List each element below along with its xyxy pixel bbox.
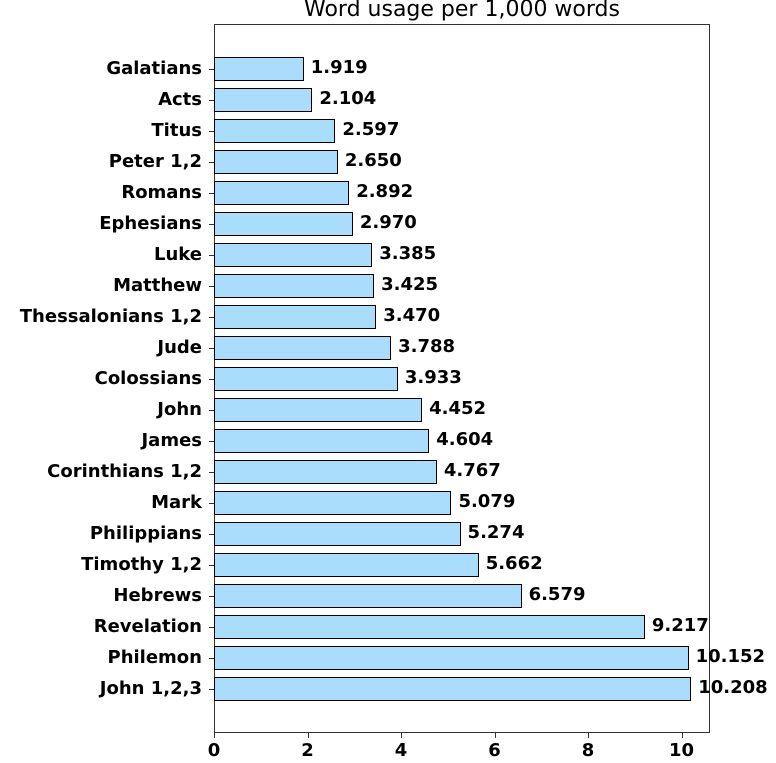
y-tick — [209, 658, 214, 659]
value-label: 2.650 — [344, 150, 402, 171]
x-tick-label: 8 — [581, 740, 595, 761]
value-label: 10.208 — [698, 677, 768, 698]
bar — [214, 646, 689, 670]
bar — [214, 88, 313, 112]
bar — [214, 181, 350, 205]
x-tick — [214, 733, 215, 738]
value-label: 4.767 — [443, 460, 501, 481]
category-label: Timothy 1,2 — [81, 554, 202, 575]
category-label: Mark — [151, 492, 202, 513]
category-label: Matthew — [113, 275, 202, 296]
bar — [214, 615, 645, 639]
category-label: Ephesians — [99, 213, 202, 234]
category-label: Corinthians 1,2 — [47, 461, 202, 482]
x-tick — [588, 733, 589, 738]
bar — [214, 57, 304, 81]
x-tick-label: 2 — [301, 740, 314, 761]
bar — [214, 212, 353, 236]
value-label: 2.597 — [342, 119, 400, 140]
category-label: Colossians — [94, 368, 202, 389]
bar — [214, 305, 377, 329]
x-tick-label: 6 — [488, 740, 501, 761]
category-label: Romans — [121, 182, 202, 203]
value-label: 10.152 — [695, 646, 766, 667]
y-tick — [209, 565, 214, 566]
x-tick — [681, 733, 683, 738]
bar — [214, 367, 398, 391]
category-label: Revelation — [93, 616, 202, 637]
x-tick-label: 4 — [394, 740, 408, 761]
value-label: 5.079 — [458, 491, 516, 512]
bar — [214, 584, 522, 608]
value-label: 1.919 — [310, 57, 368, 78]
value-label: 3.933 — [404, 367, 462, 388]
value-label: 2.104 — [319, 88, 377, 109]
y-tick — [209, 596, 214, 597]
category-label: Titus — [151, 120, 202, 141]
y-tick — [209, 503, 214, 504]
y-tick — [209, 224, 214, 225]
category-label: Galatians — [106, 58, 202, 79]
y-tick — [209, 472, 214, 473]
y-tick — [209, 131, 214, 132]
value-label: 6.579 — [528, 584, 586, 605]
y-tick — [209, 627, 214, 628]
bar — [214, 150, 338, 174]
bar — [214, 553, 479, 577]
x-tick-label: 0 — [207, 740, 221, 761]
bar — [214, 522, 461, 546]
category-label: Hebrews — [113, 585, 202, 606]
bar — [214, 677, 692, 701]
category-label: Jude — [157, 337, 202, 358]
y-tick — [209, 348, 214, 349]
value-label: 4.452 — [429, 398, 487, 419]
value-label: 3.470 — [383, 305, 441, 326]
value-label: 3.385 — [379, 243, 437, 264]
value-label: 3.788 — [398, 336, 456, 357]
value-label: 5.662 — [485, 553, 543, 574]
y-tick — [209, 689, 214, 690]
y-tick — [209, 379, 214, 380]
value-label: 4.604 — [436, 429, 494, 450]
y-tick — [209, 410, 214, 411]
chart-title: Word usage per 1,000 words — [304, 0, 620, 22]
value-label: 9.217 — [651, 615, 709, 636]
value-label: 3.425 — [381, 274, 439, 295]
category-label: Philemon — [107, 647, 203, 668]
category-label: Thessalonians 1,2 — [19, 306, 202, 327]
category-label: John — [157, 399, 202, 420]
category-label: Philippians — [89, 523, 202, 544]
y-tick — [209, 255, 214, 256]
category-label: Acts — [158, 89, 202, 110]
x-tick — [307, 733, 309, 738]
y-tick — [209, 162, 214, 163]
y-tick — [209, 534, 214, 535]
category-label: James — [141, 430, 202, 451]
value-label: 2.970 — [359, 212, 417, 233]
bar — [214, 398, 423, 422]
bar — [214, 491, 452, 515]
y-tick — [209, 317, 214, 318]
bar — [214, 429, 430, 453]
category-label: John 1,2,3 — [99, 678, 202, 699]
value-label: 2.892 — [356, 181, 414, 202]
bar — [214, 119, 336, 143]
y-tick — [209, 69, 214, 70]
x-tick-label: 10 — [668, 740, 695, 761]
y-tick — [209, 100, 214, 101]
y-tick — [209, 441, 214, 442]
x-tick — [401, 733, 402, 738]
bar — [214, 243, 373, 267]
value-label: 5.274 — [467, 522, 525, 543]
category-label: Peter 1,2 — [108, 151, 202, 172]
bar — [214, 460, 437, 484]
y-tick — [209, 193, 214, 194]
x-tick — [494, 733, 496, 738]
y-tick — [209, 286, 214, 287]
bar — [214, 336, 392, 360]
bar — [214, 274, 375, 298]
category-label: Luke — [154, 244, 202, 265]
